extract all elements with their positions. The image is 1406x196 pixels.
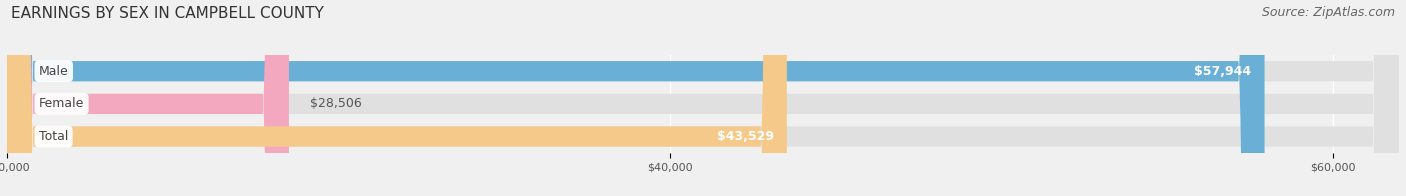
FancyBboxPatch shape — [7, 0, 1399, 196]
Text: EARNINGS BY SEX IN CAMPBELL COUNTY: EARNINGS BY SEX IN CAMPBELL COUNTY — [11, 6, 325, 21]
Text: Source: ZipAtlas.com: Source: ZipAtlas.com — [1261, 6, 1395, 19]
Text: Female: Female — [39, 97, 84, 110]
FancyBboxPatch shape — [7, 0, 1399, 196]
Text: $57,944: $57,944 — [1194, 65, 1251, 78]
Text: Male: Male — [39, 65, 69, 78]
Text: $43,529: $43,529 — [717, 130, 773, 143]
FancyBboxPatch shape — [7, 0, 1264, 196]
Text: Total: Total — [39, 130, 69, 143]
Text: $28,506: $28,506 — [311, 97, 361, 110]
FancyBboxPatch shape — [7, 0, 288, 196]
FancyBboxPatch shape — [7, 0, 1399, 196]
FancyBboxPatch shape — [7, 0, 787, 196]
